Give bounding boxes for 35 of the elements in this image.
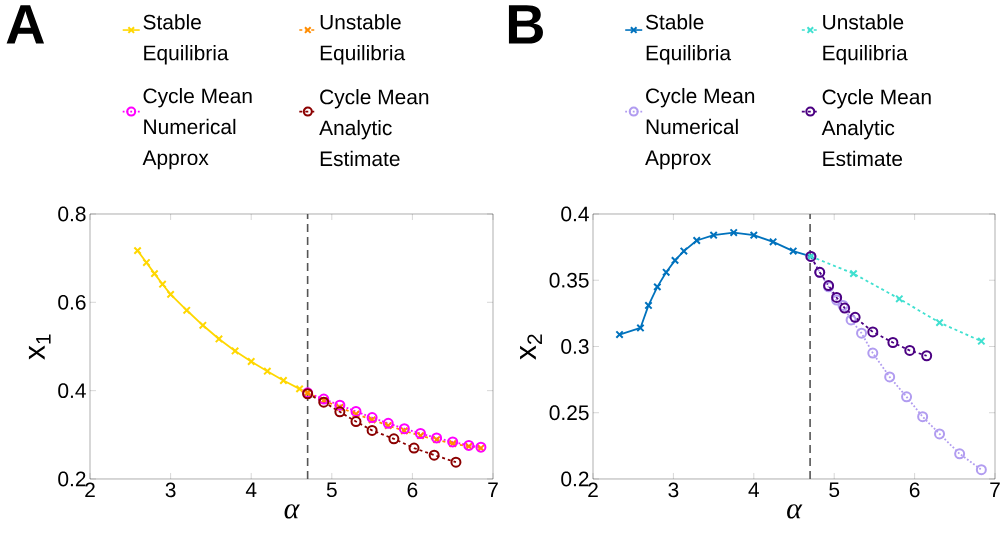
legend-label: Stable Equilibria <box>645 14 732 65</box>
x-tick-label: 2 <box>588 482 598 498</box>
x-tick-label: 5 <box>829 482 840 498</box>
x-tick-label: 4 <box>245 482 257 497</box>
x-tick-label: 7 <box>488 482 498 497</box>
y-tick-label: 0.4 <box>58 383 86 399</box>
x-tick-label: 3 <box>668 482 679 498</box>
x-tick-label: 3 <box>165 482 176 498</box>
legend-label: Stable Equilibria <box>143 14 229 65</box>
y-axis-title: x$_{1}$ <box>28 334 51 360</box>
chart-title: A <box>6 5 45 44</box>
legend-label: Unstable Equilibria <box>320 14 406 65</box>
x-tick-label: 2 <box>85 482 95 498</box>
y-tick-label: 0.3 <box>561 339 589 354</box>
legend-label: Cycle Mean Numerical Approx <box>645 87 755 170</box>
x-axis-title: α <box>284 504 300 519</box>
legend-label: Cycle Mean Analytic Estimate <box>821 89 931 167</box>
y-tick-label: 0.6 <box>58 294 86 310</box>
y-tick-label: 0.35 <box>549 272 589 288</box>
legend-label: Cycle Mean Numerical Approx <box>142 87 252 170</box>
y-tick-label: 0.2 <box>561 471 589 487</box>
x-tick-label: 6 <box>407 482 418 498</box>
y-tick-label: 0.4 <box>561 206 589 222</box>
y-tick-label: 0.25 <box>549 405 589 421</box>
x-axis-title: α <box>787 504 803 519</box>
y-tick-label: 0.8 <box>58 206 86 222</box>
x-tick-label: 6 <box>909 482 920 498</box>
legend-label: Cycle Mean Analytic Estimate <box>319 89 429 167</box>
chart-title: B <box>508 5 543 44</box>
x-tick-label: 5 <box>326 482 337 498</box>
x-tick-label: 4 <box>748 482 760 497</box>
y-axis-title: x$_{2}$ <box>520 334 542 360</box>
x-tick-label: 7 <box>990 482 1000 497</box>
y-tick-label: 0.2 <box>58 471 86 487</box>
legend-label: Unstable Equilibria <box>823 14 908 65</box>
